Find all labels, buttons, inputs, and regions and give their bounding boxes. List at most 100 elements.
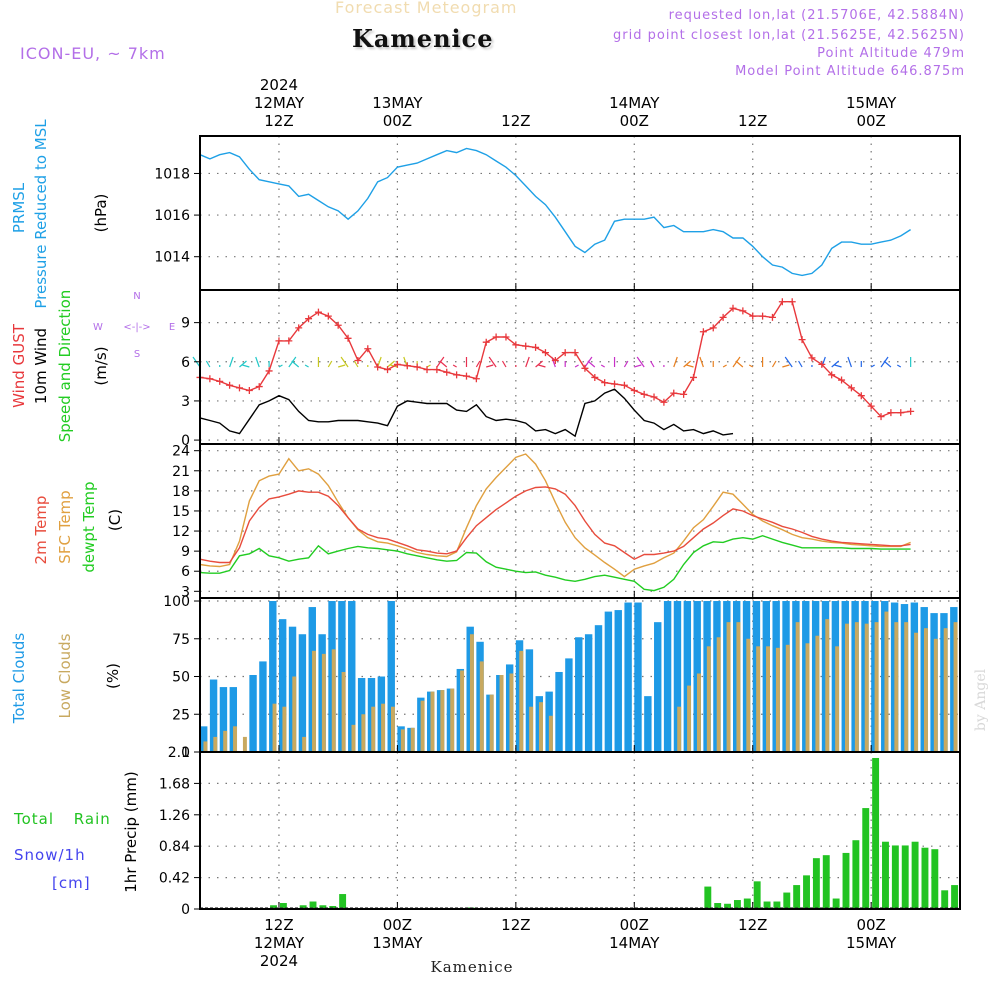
- wind-direction-arrow: [748, 364, 754, 368]
- bar-low-clouds: [223, 730, 228, 752]
- label-celsius: (C): [106, 509, 124, 531]
- gust-point-marker: [403, 362, 411, 370]
- bar-total-rain: [911, 841, 919, 909]
- bar-low-clouds: [716, 637, 721, 752]
- bar-low-clouds: [390, 706, 395, 752]
- bar-low-clouds: [854, 622, 859, 752]
- bar-low-clouds: [430, 691, 435, 752]
- top-time-label: 00Z: [856, 112, 885, 130]
- label-1hr-precip: 1hr Precip (mm): [122, 771, 140, 892]
- label-ms: (m/s): [92, 346, 110, 385]
- gust-point-marker: [818, 360, 826, 368]
- bar-low-clouds: [519, 650, 524, 752]
- gust-point-marker: [650, 393, 658, 401]
- bar-total-clouds: [594, 625, 603, 752]
- bar-total-rain: [763, 901, 771, 909]
- gust-point-marker: [680, 390, 688, 398]
- gust-point-marker: [561, 349, 569, 357]
- bar-total-rain: [724, 903, 732, 909]
- bar-low-clouds: [469, 634, 474, 752]
- bar-low-clouds: [351, 724, 356, 752]
- gust-point-marker: [275, 337, 283, 345]
- gust-point-marker: [492, 333, 500, 341]
- bar-low-clouds: [489, 694, 494, 752]
- bar-low-clouds: [904, 622, 909, 752]
- wind-direction-arrow: [673, 356, 678, 368]
- bar-total-rain: [704, 886, 712, 909]
- label-hpa: (hPa): [92, 194, 110, 233]
- gust-point-marker: [719, 313, 727, 321]
- bar-low-clouds: [815, 635, 820, 752]
- gust-point-marker: [759, 312, 767, 320]
- wind-direction-arrow: [205, 360, 211, 368]
- wind-direction-arrow: [486, 364, 494, 368]
- top-time-label: 12Z: [738, 112, 767, 130]
- gust-point-marker: [541, 349, 549, 357]
- bar-low-clouds: [410, 727, 415, 752]
- bar-total-clouds: [654, 622, 662, 752]
- gust-point-marker: [216, 377, 224, 385]
- bar-total-rain: [733, 900, 741, 909]
- bar-total-rain: [842, 852, 850, 909]
- series-line-dewpt-temp: [199, 534, 911, 592]
- bar-total-rain: [270, 905, 277, 909]
- model-name: ICON-EU, ~ 7km: [20, 44, 166, 63]
- panel-frame-temperature: [199, 443, 961, 599]
- bar-low-clouds: [292, 676, 297, 752]
- bar-total-clouds: [575, 637, 583, 752]
- wind-direction-arrow: [239, 360, 247, 368]
- compass-south: S: [134, 349, 140, 360]
- bar-low-clouds: [706, 646, 711, 752]
- bar-low-clouds: [381, 703, 386, 752]
- gust-point-marker: [788, 298, 796, 306]
- top-time-label: 13MAY: [372, 94, 423, 112]
- panel-frame-precipitation: [199, 751, 961, 910]
- series-line-prmsl: [199, 147, 911, 277]
- wind-direction-arrow: [340, 356, 349, 368]
- wind-direction-arrow: [883, 360, 892, 368]
- bar-low-clouds: [321, 653, 326, 752]
- bar-low-clouds: [440, 690, 445, 752]
- bar-total-clouds: [634, 602, 642, 752]
- gust-point-marker: [462, 372, 470, 380]
- bar-total-rain: [951, 885, 959, 909]
- y-tick-label: 1016: [154, 208, 190, 224]
- bar-low-clouds: [864, 623, 869, 752]
- bar-low-clouds: [766, 646, 770, 752]
- gust-point-marker: [295, 324, 303, 332]
- label-cm: [cm]: [52, 874, 91, 892]
- label-sfc-temp: SFC Temp: [56, 490, 74, 563]
- label-snow: Snow/1h: [14, 846, 86, 864]
- bar-low-clouds: [835, 646, 840, 752]
- bar-total-rain: [822, 855, 830, 909]
- bar-low-clouds: [746, 638, 751, 752]
- gust-point-marker: [235, 384, 243, 392]
- wind-direction-arrow: [535, 360, 543, 368]
- bar-total-clouds: [348, 601, 356, 752]
- bar-total-rain: [753, 881, 761, 909]
- bar-low-clouds: [943, 628, 948, 752]
- bar-low-clouds: [361, 714, 366, 752]
- bar-total-clouds: [387, 601, 395, 752]
- bar-total-clouds: [673, 601, 682, 752]
- bar-low-clouds: [302, 736, 307, 752]
- bar-total-rain: [832, 898, 840, 909]
- y-tick-label: 3: [181, 584, 190, 600]
- gust-point-marker: [413, 363, 421, 371]
- gust-point-marker: [857, 392, 865, 400]
- gust-point-marker: [749, 312, 757, 320]
- wind-direction-arrow: [699, 356, 704, 368]
- bar-total-rain: [279, 903, 287, 909]
- top-time-label: 00Z: [620, 112, 649, 130]
- y-tick-label: 1014: [154, 250, 190, 266]
- gust-point-marker: [482, 338, 490, 346]
- compass-north: N: [133, 291, 140, 302]
- wind-direction-arrow: [525, 356, 530, 368]
- gust-point-marker: [265, 367, 273, 375]
- bar-total-rain: [882, 841, 889, 909]
- bar-low-clouds: [479, 661, 484, 752]
- bar-total-clouds: [229, 687, 238, 752]
- wind-direction-arrow: [242, 364, 250, 368]
- bar-low-clouds: [331, 649, 336, 752]
- y-tick-label: 15: [172, 504, 190, 520]
